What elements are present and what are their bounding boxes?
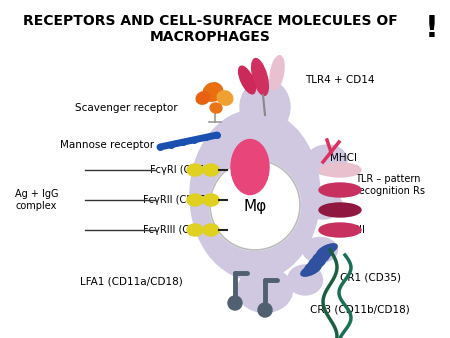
Ellipse shape [270, 56, 284, 90]
Ellipse shape [238, 66, 255, 94]
Text: TLR – pattern
recognition Rs: TLR – pattern recognition Rs [355, 174, 425, 196]
Ellipse shape [313, 249, 333, 261]
Text: !: ! [425, 14, 439, 43]
Text: LFA1 (CD11a/CD18): LFA1 (CD11a/CD18) [80, 277, 183, 287]
Ellipse shape [288, 265, 323, 295]
Ellipse shape [301, 264, 321, 276]
Text: MHCII: MHCII [335, 225, 365, 235]
Text: Mannose receptor: Mannose receptor [60, 140, 154, 150]
Ellipse shape [319, 163, 361, 177]
Ellipse shape [190, 110, 320, 280]
Ellipse shape [217, 91, 233, 105]
Ellipse shape [187, 224, 203, 236]
Ellipse shape [240, 79, 290, 135]
Text: Ag + IgG
complex: Ag + IgG complex [15, 189, 58, 211]
Ellipse shape [203, 164, 219, 176]
Text: FcγRIII (CD16): FcγRIII (CD16) [143, 225, 213, 235]
Circle shape [228, 296, 242, 310]
Ellipse shape [210, 103, 222, 113]
Ellipse shape [203, 194, 219, 206]
Ellipse shape [307, 145, 347, 175]
Text: MACROPHAGES: MACROPHAGES [149, 30, 270, 44]
Text: Scavenger receptor: Scavenger receptor [75, 103, 178, 113]
Text: MHCI: MHCI [330, 153, 357, 163]
Ellipse shape [319, 183, 361, 197]
Ellipse shape [305, 259, 325, 271]
Ellipse shape [187, 194, 203, 206]
Text: FcγRII (CD32): FcγRII (CD32) [143, 195, 210, 205]
Ellipse shape [304, 191, 342, 219]
Circle shape [258, 303, 272, 317]
Ellipse shape [203, 83, 223, 101]
Ellipse shape [252, 58, 268, 95]
Ellipse shape [196, 92, 210, 104]
Text: CR3 (CD11b/CD18): CR3 (CD11b/CD18) [310, 305, 410, 315]
Text: CR1 (CD35): CR1 (CD35) [340, 273, 401, 283]
Ellipse shape [319, 203, 361, 217]
Ellipse shape [317, 244, 337, 256]
Ellipse shape [187, 164, 203, 176]
Text: FcγRI (CD64): FcγRI (CD64) [150, 165, 214, 175]
Ellipse shape [238, 267, 292, 313]
Ellipse shape [203, 224, 219, 236]
Ellipse shape [319, 223, 361, 237]
Circle shape [210, 160, 300, 250]
Ellipse shape [302, 238, 338, 263]
Text: TLR4 + CD14: TLR4 + CD14 [305, 75, 374, 85]
Text: Mφ: Mφ [243, 199, 266, 215]
Text: RECEPTORS AND CELL-SURFACE MOLECULES OF: RECEPTORS AND CELL-SURFACE MOLECULES OF [22, 14, 397, 28]
Ellipse shape [231, 140, 269, 194]
Ellipse shape [309, 254, 329, 266]
